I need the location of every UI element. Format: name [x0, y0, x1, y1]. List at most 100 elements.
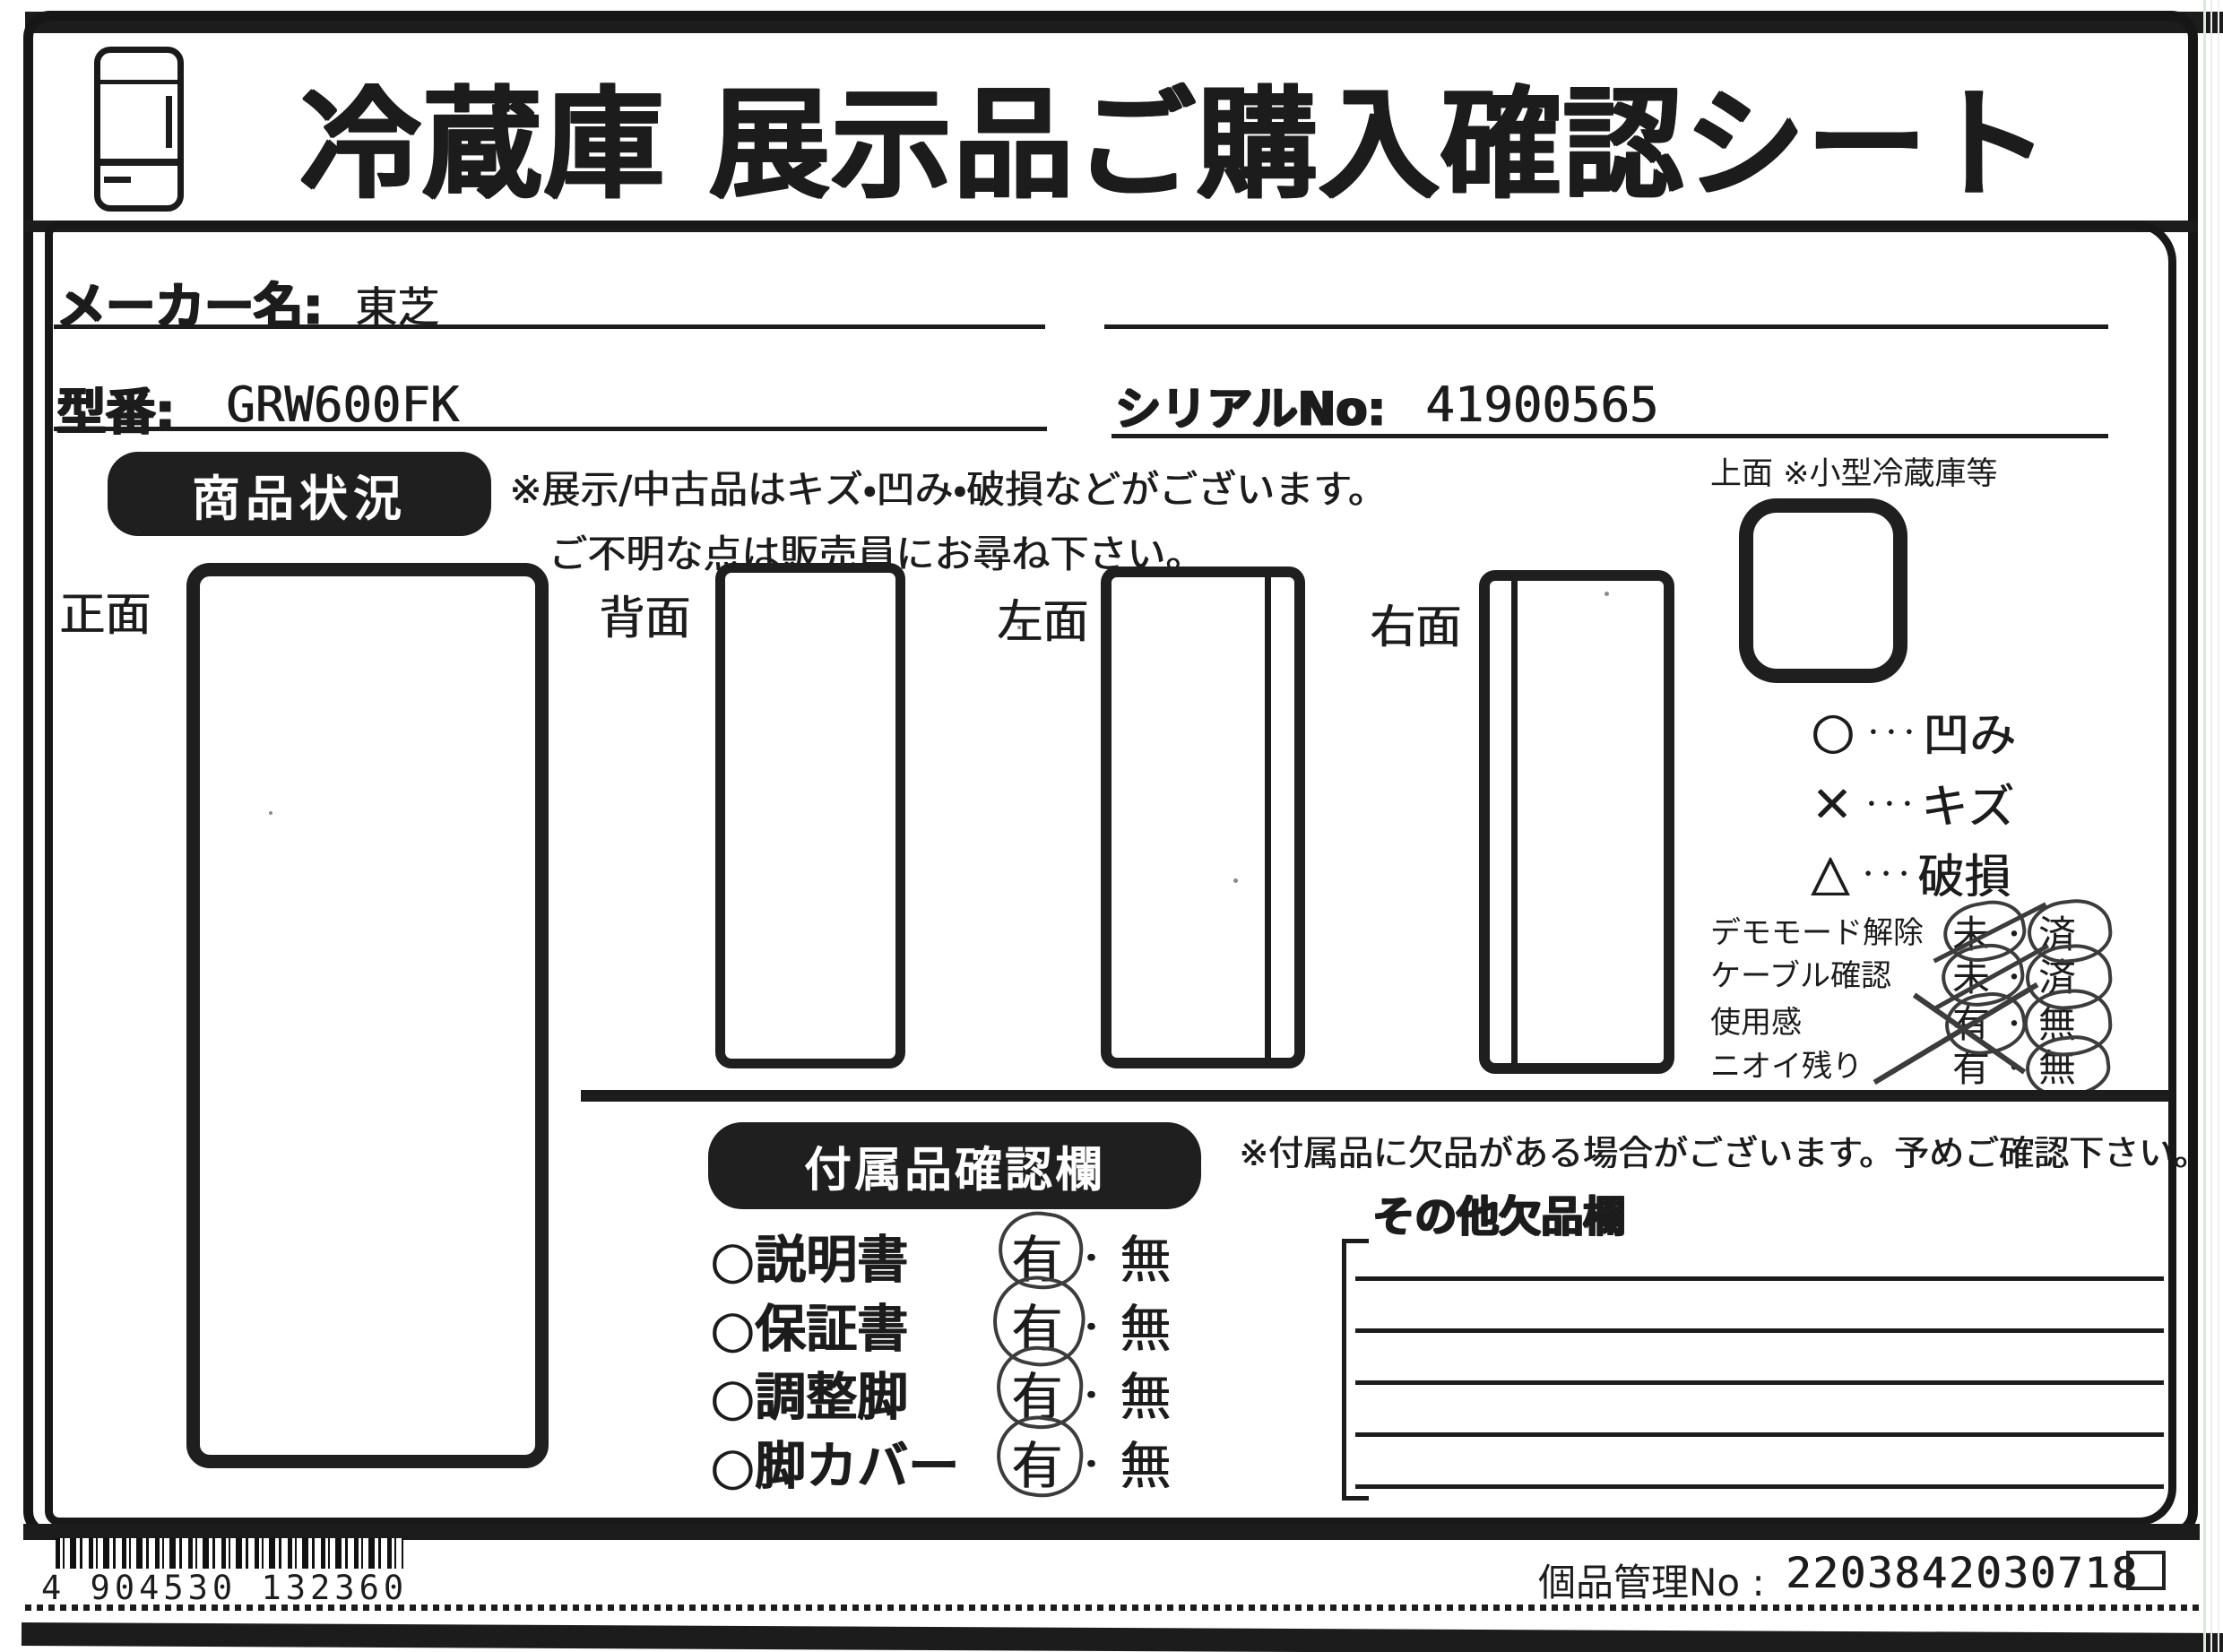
- top-view-caption: 上面 ※小型冷蔵庫等: [1710, 456, 1998, 492]
- top-view-box: [1739, 498, 1907, 683]
- accessories-badge-label: 付属品確認欄: [804, 1142, 1105, 1198]
- scan-edge-artifact: [2210, 0, 2212, 1652]
- option-yes: 有: [1011, 1231, 1062, 1290]
- bracket-serif-top: [1342, 1239, 1369, 1243]
- option-separator: ・: [1075, 1241, 1108, 1277]
- model-value: GRW600FK: [226, 376, 460, 433]
- condition-note-1: ※展示/中古品はキズ・凹み・破損などがございます。: [509, 468, 1387, 513]
- management-checkbox: [2126, 1551, 2166, 1590]
- panel-box-left: [1101, 567, 1305, 1068]
- scan-edge-artifact: [2218, 0, 2219, 1652]
- legend-label: キズ: [1920, 781, 2014, 835]
- model-underline: [54, 427, 1047, 431]
- panel-label-front: 正面: [59, 589, 151, 642]
- option-separator: ・: [2001, 1008, 2028, 1041]
- accessory-label-legcover: ○脚カバー: [710, 1437, 959, 1496]
- management-number-value: 2203842030718: [1786, 1549, 2139, 1598]
- option-yes: 有: [1011, 1368, 1062, 1427]
- panel-left-hinge-line: [1265, 577, 1271, 1058]
- option-no: 無: [1120, 1368, 1172, 1427]
- section-divider: [581, 1090, 2169, 1102]
- panel-label-right: 右面: [1370, 601, 1462, 654]
- serial-value: 41900565: [1425, 376, 1659, 433]
- management-number-label: 個品管理No :: [1538, 1561, 1765, 1604]
- option-no: 無: [1120, 1437, 1172, 1496]
- fridge-divider: [100, 159, 177, 166]
- other-missing-title: その他欠品欄: [1371, 1192, 1624, 1241]
- maker-value: 東芝: [355, 283, 439, 333]
- accessories-badge: 付属品確認欄: [708, 1122, 1201, 1209]
- option-yes: 有: [1011, 1300, 1062, 1359]
- check-label-usage: 使用感: [1710, 1005, 1802, 1041]
- legend-damage: △ ・・・ 破損: [1811, 839, 2011, 906]
- accessory-options-legcover: 有 ・ 無: [1011, 1425, 1171, 1499]
- panel-box-right: [1479, 570, 1674, 1074]
- maker-underline-right: [1104, 324, 2108, 329]
- check-label-demo: デモモード解除: [1710, 915, 1924, 951]
- panel-right-hinge-line: [1511, 581, 1518, 1063]
- legend-dots: ・・・: [1861, 720, 1921, 747]
- legend-scratch: × ・・・ キズ: [1811, 769, 2014, 836]
- legend-dent: ○ ・・・ 凹み: [1811, 697, 2016, 765]
- check-label-cable: ケーブル確認: [1710, 958, 1891, 994]
- cross-symbol: ×: [1811, 774, 1853, 832]
- inner-frame: [45, 221, 2176, 1526]
- option-separator: ・: [1075, 1378, 1108, 1414]
- panel-label-back: 背面: [599, 592, 691, 645]
- accessories-note: ※付属品に欠品がある場合がございます。予めご確認下さい。: [1239, 1134, 2209, 1174]
- accessory-options-manual: 有 ・ 無: [1011, 1219, 1171, 1293]
- check-options-odor: 有 ・ 無: [1952, 1038, 2076, 1093]
- outer-frame-bottom: [23, 1524, 2200, 1540]
- legend-label: 破損: [1917, 851, 2011, 904]
- panel-label-left: 左面: [997, 596, 1089, 649]
- page-title: 冷蔵庫 展示品ご購入確認シート: [298, 74, 2050, 214]
- bracket-vertical: [1342, 1239, 1346, 1501]
- option-separator: ・: [1075, 1447, 1108, 1483]
- option-no: 無: [2038, 1046, 2077, 1090]
- fridge-handle-left: [104, 177, 131, 183]
- model-label: 型番:: [56, 383, 174, 440]
- triangle-symbol: △: [1811, 843, 1850, 902]
- option-done: 済: [2038, 956, 2077, 999]
- missing-item-line: [1355, 1276, 2164, 1281]
- fridge-handle-right: [166, 96, 172, 148]
- check-label-odor: ニオイ残り: [1710, 1049, 1863, 1085]
- missing-item-line: [1355, 1432, 2164, 1437]
- accessory-options-legs: 有 ・ 無: [1011, 1356, 1171, 1430]
- refrigerator-icon: [94, 47, 184, 212]
- condition-badge-label: 商品状況: [192, 470, 407, 527]
- circle-symbol: ○: [1811, 702, 1855, 760]
- panel-box-front: [186, 563, 549, 1468]
- accessory-label-manual: ○説明書: [710, 1231, 908, 1290]
- accessory-label-warranty: ○保証書: [710, 1300, 908, 1359]
- serial-label: シリアルNo:: [1114, 383, 1385, 436]
- option-no: 無: [1120, 1300, 1172, 1359]
- option-yes: 有: [1011, 1437, 1062, 1496]
- next-sheet-top-border: [21, 1622, 2223, 1652]
- panel-box-back: [715, 563, 905, 1068]
- fridge-top-line: [100, 80, 177, 84]
- condition-badge: 商品状況: [108, 452, 491, 536]
- option-separator: ・: [1075, 1310, 1108, 1346]
- legend-dots: ・・・: [1859, 791, 1919, 818]
- option-no: 無: [2038, 1002, 2077, 1046]
- scan-speck: [1017, 626, 1021, 629]
- perforation-dotted-line: [25, 1604, 2203, 1611]
- missing-item-line: [1355, 1380, 2164, 1385]
- option-yes: 有: [1952, 1046, 1991, 1090]
- missing-item-line: [1355, 1328, 2164, 1333]
- scan-speck: [1233, 878, 1238, 883]
- option-no: 無: [1120, 1231, 1172, 1290]
- accessory-options-warranty: 有 ・ 無: [1011, 1288, 1171, 1362]
- missing-item-line: [1355, 1484, 2164, 1489]
- scan-speck: [269, 811, 272, 815]
- scan-speck: [1605, 592, 1609, 596]
- scan-edge-artifact: [2203, 0, 2206, 1652]
- maker-underline: [54, 324, 1045, 329]
- legend-dots: ・・・: [1856, 861, 1916, 888]
- bracket-serif-bottom: [1342, 1496, 1369, 1501]
- serial-underline: [1112, 434, 2108, 438]
- legend-label: 凹み: [1922, 709, 2016, 763]
- barcode-digits: 4 904530 132360: [34, 1569, 416, 1607]
